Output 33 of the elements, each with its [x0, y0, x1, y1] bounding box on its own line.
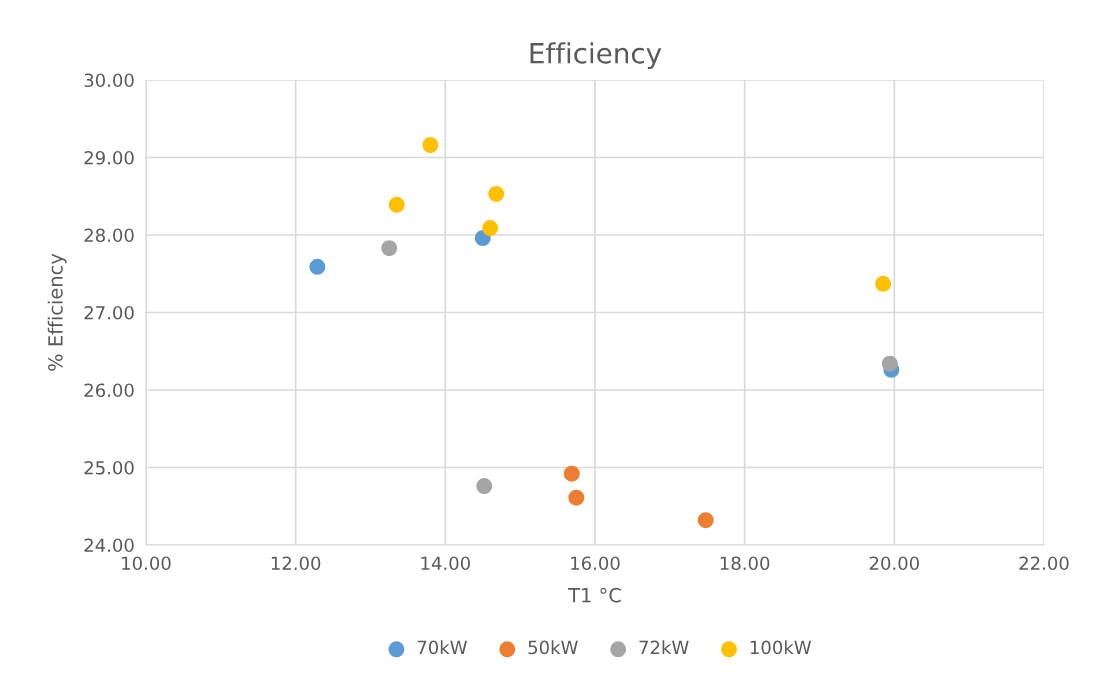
x-tick-label: 22.00	[1019, 556, 1069, 571]
x-tick-label: 20.00	[869, 556, 919, 571]
point	[309, 258, 326, 275]
y-tick-label: 30.00	[84, 73, 134, 88]
x-axis-title: T1 °C	[568, 587, 621, 603]
x-tick-label: 18.00	[720, 556, 770, 571]
point	[422, 137, 439, 154]
x-tick-label: 10.00	[122, 556, 171, 571]
y-tick-label: 25.00	[84, 460, 134, 475]
y-tick-label: 24.00	[84, 538, 134, 553]
legend-label: 72kW	[639, 640, 689, 655]
point	[697, 512, 714, 529]
legend-label: 100kW	[750, 640, 812, 655]
y-tick-label: 28.00	[84, 228, 134, 243]
point	[488, 185, 505, 202]
y-tick-label: 26.00	[84, 383, 134, 398]
x-tick-label: 16.00	[571, 556, 620, 571]
point	[388, 196, 405, 213]
y-tick-label: 29.00	[84, 150, 134, 165]
point	[482, 220, 499, 237]
point	[881, 355, 898, 372]
point	[568, 489, 585, 506]
y-axis-title: % Efficiency	[47, 253, 67, 371]
legend-label: 50kW	[528, 640, 578, 655]
legend-label: 70kW	[417, 640, 467, 655]
point	[476, 478, 493, 495]
y-tick-label: 27.00	[84, 305, 134, 320]
point	[381, 240, 398, 257]
x-tick-label: 14.00	[421, 556, 470, 571]
chart-title: Efficiency	[530, 42, 662, 70]
point	[875, 275, 892, 292]
x-tick-label: 12.00	[271, 556, 321, 571]
point	[563, 465, 580, 482]
